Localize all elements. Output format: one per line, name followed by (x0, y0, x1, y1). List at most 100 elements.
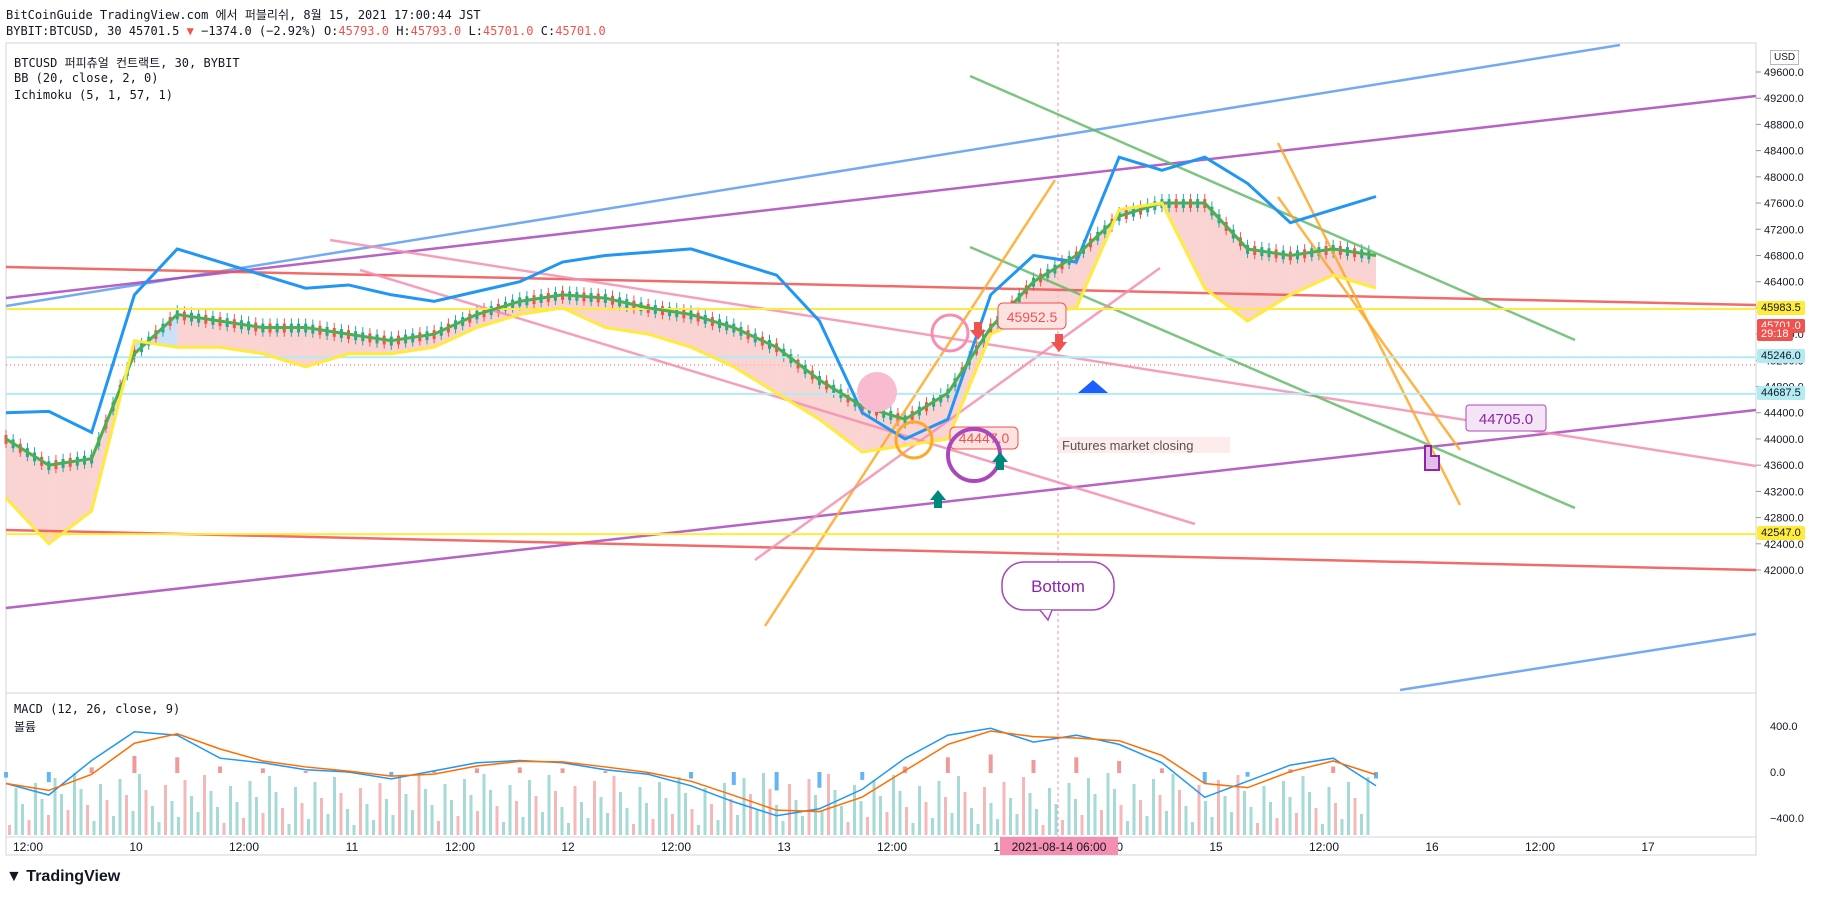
volume-bar (495, 806, 499, 835)
x-tick-label: 12:00 (1309, 840, 1339, 854)
volume-bar (918, 786, 921, 835)
volume-bar (144, 790, 148, 835)
volume-bar (619, 792, 622, 835)
volume-bar (970, 808, 973, 835)
volume-bar (1210, 817, 1214, 835)
volume-bar (424, 789, 427, 835)
y-tick-label: 46800.0 (1764, 250, 1804, 262)
volume-bar (807, 779, 811, 835)
volume-bar (1295, 813, 1298, 835)
trendline (969, 245, 1576, 510)
volume-bar (222, 823, 226, 835)
up-arrow-icon-2 (992, 452, 1008, 470)
macd-histogram-bar (1074, 757, 1079, 773)
y-tick-label: 48000.0 (1764, 172, 1804, 184)
volume-bar (905, 807, 908, 835)
macd-histogram-bar (218, 766, 223, 773)
price-callout-3[interactable] (1465, 404, 1547, 432)
price-tag: 29:18 (1757, 327, 1793, 342)
volume-bar (658, 782, 661, 835)
volume-bar (40, 799, 44, 835)
volume-bar (411, 810, 414, 835)
price-callout-1[interactable] (997, 302, 1067, 330)
volume-bar (417, 773, 421, 835)
volume-bar (944, 797, 947, 835)
macd-legend[interactable]: MACD (12, 26, close, 9) (14, 702, 181, 716)
volume-bar (482, 774, 486, 835)
volume-bar (814, 795, 817, 835)
volume-bar (996, 819, 999, 835)
bb-legend[interactable]: BB (20, close, 2, 0) (14, 71, 159, 85)
trendline (5, 265, 1757, 307)
volume-bar (378, 783, 382, 835)
trendline (763, 179, 1057, 627)
volume-bar (1269, 802, 1272, 835)
tradingview-logo[interactable]: ▼ TradingView (6, 868, 120, 886)
volume-bar (1113, 789, 1116, 835)
volume-bar (1249, 807, 1253, 835)
volume-bar (963, 792, 967, 835)
y-tick-label: 48400.0 (1764, 146, 1804, 158)
y-tick-label: 44000.0 (1764, 434, 1804, 446)
volume-bar (105, 800, 109, 835)
volume-bar (1002, 782, 1006, 835)
futures-closing-text: Futures market closing (1062, 438, 1194, 453)
price-callout-2[interactable] (949, 426, 1019, 450)
volume-bar (476, 811, 479, 835)
last-price: 45701.5 (128, 24, 180, 38)
y-tick-label: 49600.0 (1764, 67, 1804, 79)
down-arrow-icon-1 (970, 322, 986, 340)
volume-bar (1074, 799, 1077, 835)
y-tick-label: 43600.0 (1764, 460, 1804, 472)
volume-bar (762, 773, 765, 835)
macd-histogram-bar (132, 755, 137, 773)
open-label: O: (323, 24, 339, 38)
volume-bar (1327, 787, 1331, 835)
volume-bar (1243, 791, 1246, 835)
bottom-callout[interactable] (1001, 561, 1115, 611)
volume-bar (573, 786, 577, 835)
macd-histogram-bar (432, 771, 437, 773)
macd-histogram-bar (774, 772, 779, 791)
macd-histogram-bar (260, 768, 265, 773)
volume-bar (638, 787, 642, 835)
volume-bar (749, 794, 752, 835)
volume-bar (697, 825, 700, 835)
volume-bar (586, 818, 590, 835)
volume-bar (47, 815, 50, 835)
volume-legend[interactable]: 볼륨 (14, 720, 37, 734)
volume-bar (502, 822, 505, 835)
open-value: 45793.0 (338, 24, 389, 38)
volume-bar (632, 824, 635, 835)
volume-bar (625, 808, 629, 835)
volume-bar (983, 787, 986, 835)
close-value: 45701.0 (555, 24, 606, 38)
volume-bar (1282, 781, 1285, 835)
volume-bar (593, 781, 596, 835)
volume-bar (1165, 811, 1168, 835)
volume-bar (1022, 777, 1025, 835)
ichimoku-legend[interactable]: Ichimoku (5, 1, 57, 1) (14, 88, 173, 102)
volume-bar (21, 804, 24, 835)
y-tick-label: 47200.0 (1764, 224, 1804, 236)
volume-bar (1262, 786, 1266, 835)
y-tick-label: 46400.0 (1764, 277, 1804, 289)
volume-bar (34, 783, 37, 835)
volume-bar (723, 783, 726, 835)
macd-histogram-bar (945, 757, 950, 773)
macd-histogram-bar (46, 772, 51, 783)
down-arrow-icon: ▼ (186, 24, 194, 38)
currency-label[interactable]: USD (1770, 50, 1800, 65)
volume-bar (8, 825, 11, 835)
volume-bar (125, 795, 128, 835)
volume-bar (274, 792, 278, 835)
cloud-segment (562, 294, 606, 328)
volume-bar (66, 810, 70, 835)
macd-tick-label: 0.0 (1770, 767, 1785, 779)
volume-bar (216, 807, 219, 835)
volume-bar (294, 787, 297, 835)
volume-bar (606, 813, 609, 835)
cloud-segment (605, 298, 649, 335)
volume-bar (840, 806, 843, 835)
